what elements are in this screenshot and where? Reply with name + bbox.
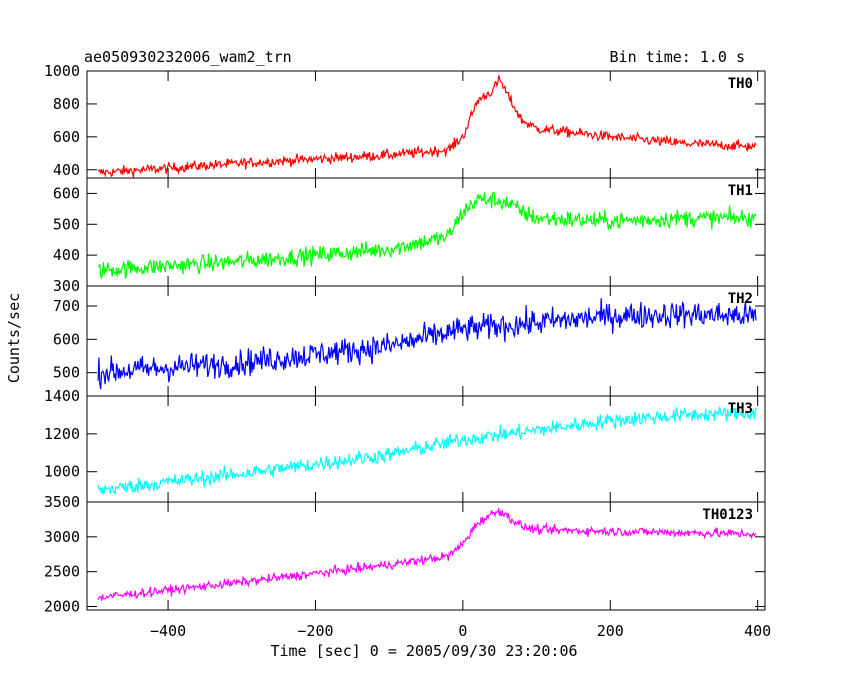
panel-label: TH3 (728, 401, 753, 417)
y-tick-label: 400 (53, 246, 80, 264)
panel-frame (86, 395, 766, 503)
panel-th0123: 2000 2500 3000 3500 TH0123 (44, 493, 766, 616)
y-tick-label: 400 (53, 161, 80, 179)
y-tick-label: 600 (53, 330, 80, 348)
y-tick-label: 800 (53, 95, 80, 113)
y-tick-label: 3500 (44, 493, 80, 511)
y-tick-label: 2000 (44, 598, 80, 616)
y-tick-label: 300 (53, 277, 80, 295)
series-trace-th2 (97, 298, 757, 390)
bin-time-label: Bin time: 1.0 s (610, 48, 745, 66)
y-tick-label: 1400 (44, 387, 80, 405)
y-tick-label: 2500 (44, 563, 80, 581)
series-trace-th0 (97, 75, 757, 178)
x-axis-label: Time [sec] 0 = 2005/09/30 23:20:06 (270, 642, 577, 660)
panel-th3: 1000 1200 1400 TH3 (44, 387, 766, 503)
panel-frame (86, 501, 766, 611)
panel-frame (86, 70, 766, 179)
panel-label: TH1 (728, 183, 753, 199)
panel-label: TH2 (728, 291, 753, 307)
series-trace-th3 (97, 406, 757, 495)
y-tick-label: 500 (53, 364, 80, 382)
y-tick-label: 1000 (44, 463, 80, 481)
chart-title: ae050930232006_wam2_trn (84, 48, 292, 66)
x-tick-label: 400 (744, 622, 771, 640)
x-tick-label: −400 (150, 622, 186, 640)
y-axis-label: Counts/sec (5, 293, 23, 383)
y-tick-label: 3000 (44, 528, 80, 546)
x-tick-label: −200 (297, 622, 333, 640)
y-tick-label: 1000 (44, 62, 80, 80)
panel-th1: 300 400 500 600 TH1 (53, 177, 766, 295)
panel-th2: 500 600 700 TH2 (53, 285, 766, 397)
panel-th0: 400 600 800 1000 TH0 (44, 62, 766, 179)
panel-label: TH0 (728, 76, 753, 92)
y-tick-label: 1200 (44, 425, 80, 443)
y-tick-label: 600 (53, 184, 80, 202)
x-tick-label: 200 (597, 622, 624, 640)
y-tick-label: 500 (53, 215, 80, 233)
series-trace-th1 (98, 191, 757, 279)
series-trace-th0123 (97, 508, 757, 602)
panel-label: TH0123 (702, 507, 753, 523)
x-tick-label: 0 (458, 622, 467, 640)
y-tick-label: 600 (53, 128, 80, 146)
y-tick-label: 700 (53, 297, 80, 315)
panels-group: 400 600 800 1000 TH0 300 400 500 600 TH1 500 600 700… (44, 62, 771, 640)
